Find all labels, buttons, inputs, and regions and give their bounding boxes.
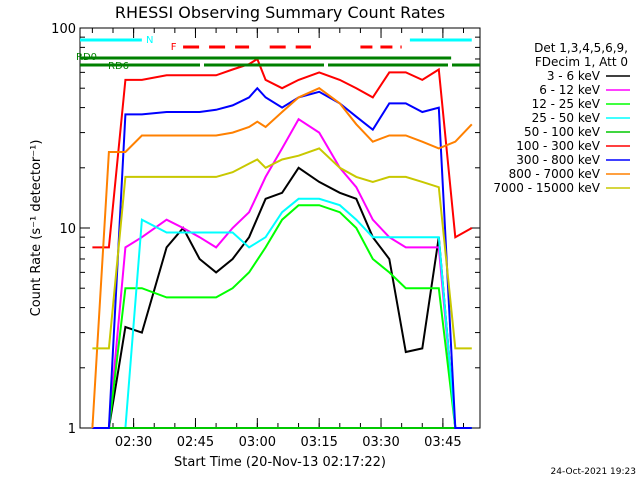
- series-line-0: [107, 166, 472, 429]
- legend-entry-0: 3 - 6 keV: [547, 69, 601, 83]
- y-axis-ticks: 1 10 100: [51, 22, 480, 437]
- observing-flags: N F RD0 RD6: [76, 35, 480, 72]
- x-tick-label: 03:30: [362, 435, 399, 450]
- x-tick-label: 02:45: [177, 435, 214, 450]
- legend: Det 1,3,4,5,6,9, FDecim 1, Att 0 3 - 6 k…: [493, 41, 630, 195]
- x-tick-label: 02:30: [115, 435, 152, 450]
- flag-rd6-label: RD6: [108, 61, 129, 72]
- timestamp: 24-Oct-2021 19:23: [551, 467, 636, 477]
- y-tick-label: 1: [68, 422, 76, 437]
- x-tick-label: 03:45: [424, 435, 461, 450]
- x-tick-label: 03:00: [239, 435, 276, 450]
- series-line-2: [107, 204, 472, 429]
- series-line-8: [92, 147, 472, 350]
- legend-entry-4: 50 - 100 keV: [524, 125, 601, 139]
- flag-rd0-label: RD0: [76, 52, 97, 63]
- series-line-6: [92, 86, 472, 429]
- series-line-5: [92, 57, 473, 249]
- series-lines: [91, 57, 473, 429]
- legend-header-1: Det 1,3,4,5,6,9,: [534, 41, 628, 55]
- legend-entry-1: 6 - 12 keV: [539, 83, 601, 97]
- x-axis-ticks: 02:30 02:45 03:00 03:15 03:30 03:45: [91, 28, 465, 450]
- x-axis-label: Start Time (20-Nov-13 02:17:22): [174, 455, 386, 470]
- series-line-1: [107, 117, 472, 429]
- legend-entry-6: 300 - 800 keV: [516, 153, 600, 167]
- flag-f-label: F: [171, 42, 177, 53]
- y-tick-label: 10: [59, 222, 76, 237]
- chart-title: RHESSI Observing Summary Count Rates: [115, 3, 445, 22]
- series-line-3: [108, 197, 472, 429]
- legend-header-2: FDecim 1, Att 0: [535, 55, 628, 69]
- x-tick-label: 03:15: [300, 435, 337, 450]
- legend-entry-5: 100 - 300 keV: [516, 139, 600, 153]
- y-axis-label: Count Rate (s⁻¹ detector⁻¹): [29, 140, 44, 317]
- legend-entry-8: 7000 - 15000 keV: [493, 181, 600, 195]
- series-line-7: [91, 87, 473, 429]
- legend-entry-3: 25 - 50 keV: [532, 111, 601, 125]
- legend-entry-7: 800 - 7000 keV: [509, 167, 601, 181]
- y-minor-ticks: [80, 36, 480, 369]
- flag-n-label: N: [146, 35, 153, 46]
- legend-entry-2: 12 - 25 keV: [532, 97, 601, 111]
- y-tick-label: 100: [51, 22, 76, 37]
